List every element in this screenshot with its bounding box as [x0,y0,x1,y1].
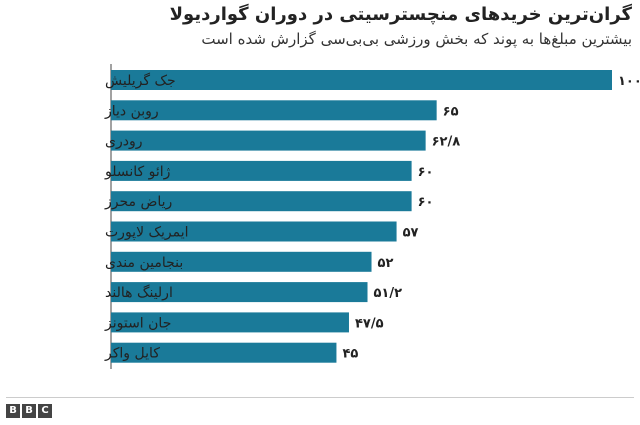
bar [111,130,426,151]
bbc-logo: B B C [6,404,52,418]
category-label: ارلینگ هالند [105,284,173,301]
data-label: ۶۰ [418,195,434,210]
bar [111,100,437,121]
data-label: ۵۱/۲ [374,286,403,301]
chart-subtitle: بیشترین مبلغ‌ها به پوند که بخش ورزشی بی‌… [201,30,632,48]
category-label: جک گریلیش [105,72,176,89]
category-label: رودری [105,134,142,150]
bar [111,191,412,212]
data-label: ۶۵ [443,104,459,119]
data-label: ۶۲/۸ [432,135,461,150]
bar [111,282,368,303]
bar [111,221,397,242]
category-label: ریاض محرز [104,194,172,210]
category-label: بنجامین مندی [105,255,183,271]
data-label: ۴۷/۵ [355,316,384,331]
bbc-logo-letter: B [6,404,20,418]
data-label: ۵۲ [378,256,394,271]
bar [111,160,412,181]
bar [111,70,612,90]
bar [111,312,349,333]
category-label: روبن دیاز [104,103,159,119]
category-label: کایل واکر [104,346,160,362]
bbc-logo-letter: C [38,404,52,418]
category-label: جان استونز [104,315,171,331]
bar [111,342,337,363]
bbc-logo-letter: B [22,404,36,418]
data-label: ۱۰۰ [618,74,640,89]
data-label: ۵۷ [403,226,419,241]
category-label: ایمریک لاپورت [105,225,189,241]
data-label: ۴۵ [342,347,358,362]
chart-title: گران‌ترین خریدهای منچسترسیتی در دوران گو… [169,4,632,25]
category-label: ژائو کانسلو [104,164,171,180]
footer-divider [6,397,634,398]
bar [111,251,372,272]
data-label: ۶۰ [418,165,434,180]
